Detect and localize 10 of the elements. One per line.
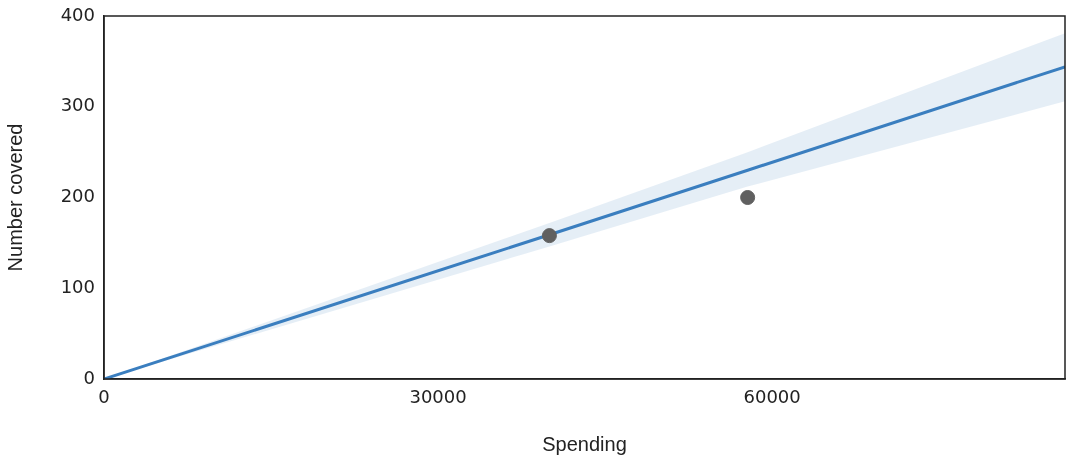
x-tick-label: 60000 (743, 386, 801, 408)
y-tick-label: 300 (60, 94, 95, 116)
y-tick-label: 0 (83, 366, 95, 388)
y-tick-label: 400 (60, 3, 95, 25)
x-tick-label: 30000 (409, 386, 467, 408)
x-axis-title: Spending (542, 432, 627, 455)
x-tick-label: 0 (98, 386, 110, 408)
y-axis-title: Number covered (3, 123, 26, 272)
y-tick-label: 200 (60, 185, 95, 207)
y-tick-label: 100 (60, 275, 95, 297)
